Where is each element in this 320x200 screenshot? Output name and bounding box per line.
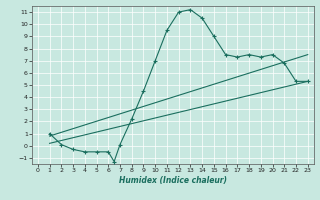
X-axis label: Humidex (Indice chaleur): Humidex (Indice chaleur) [119, 176, 227, 185]
